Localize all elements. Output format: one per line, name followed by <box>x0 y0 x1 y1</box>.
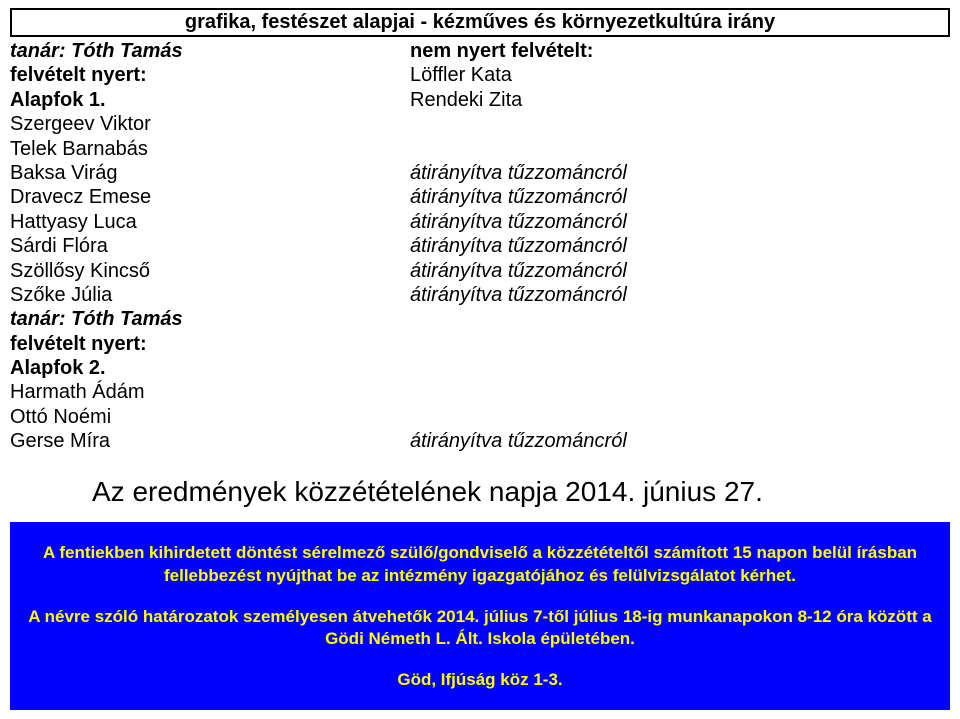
blank-line <box>410 405 950 429</box>
student-name: Szergeev Viktor <box>10 112 410 136</box>
student-name: Gerse Míra <box>10 429 410 453</box>
redirect-note: átirányítva tűzzománcról <box>410 210 950 234</box>
not-admitted-heading: nem nyert felvételt: <box>410 39 950 63</box>
student-name: Telek Barnabás <box>10 137 410 161</box>
student-name: Szöllősy Kincső <box>10 259 410 283</box>
level-heading: Alapfok 1. <box>10 88 410 112</box>
results-table: tanár: Tóth Tamás felvételt nyert: Alapf… <box>10 39 950 454</box>
pickup-notice: A névre szóló határozatok személyesen át… <box>28 606 932 652</box>
appeal-notice: A fentiekben kihirdetett döntést sérelme… <box>28 542 932 588</box>
blank-line <box>410 112 950 136</box>
address-line: Göd, Ifjúság köz 1-3. <box>28 669 932 692</box>
redirect-note: átirányítva tűzzománcról <box>410 161 950 185</box>
left-column: tanár: Tóth Tamás felvételt nyert: Alapf… <box>10 39 410 454</box>
blank-line <box>410 356 950 380</box>
redirect-note: átirányítva tűzzománcról <box>410 429 950 453</box>
blank-line <box>410 307 950 331</box>
student-name: Ottó Noémi <box>10 405 410 429</box>
student-name: Löffler Kata <box>410 63 950 87</box>
teacher-line: tanár: Tóth Tamás <box>10 307 410 331</box>
notice-box: A fentiekben kihirdetett döntést sérelme… <box>10 522 950 711</box>
teacher-line: tanár: Tóth Tamás <box>10 39 410 63</box>
student-name: Rendeki Zita <box>410 88 950 112</box>
blank-line <box>410 380 950 404</box>
student-name: Szőke Júlia <box>10 283 410 307</box>
blank-line <box>410 137 950 161</box>
publication-date: Az eredmények közzétételének napja 2014.… <box>92 476 950 508</box>
student-name: Baksa Virág <box>10 161 410 185</box>
student-name: Dravecz Emese <box>10 185 410 209</box>
admitted-heading: felvételt nyert: <box>10 332 410 356</box>
blank-line <box>410 332 950 356</box>
student-name: Harmath Ádám <box>10 380 410 404</box>
redirect-note: átirányítva tűzzománcról <box>410 185 950 209</box>
redirect-note: átirányítva tűzzománcról <box>410 259 950 283</box>
section-header: grafika, festészet alapjai - kézműves és… <box>10 8 950 37</box>
student-name: Hattyasy Luca <box>10 210 410 234</box>
admitted-heading: felvételt nyert: <box>10 63 410 87</box>
right-column: nem nyert felvételt: Löffler Kata Rendek… <box>410 39 950 454</box>
level-heading: Alapfok 2. <box>10 356 410 380</box>
redirect-note: átirányítva tűzzománcról <box>410 283 950 307</box>
redirect-note: átirányítva tűzzománcról <box>410 234 950 258</box>
student-name: Sárdi Flóra <box>10 234 410 258</box>
